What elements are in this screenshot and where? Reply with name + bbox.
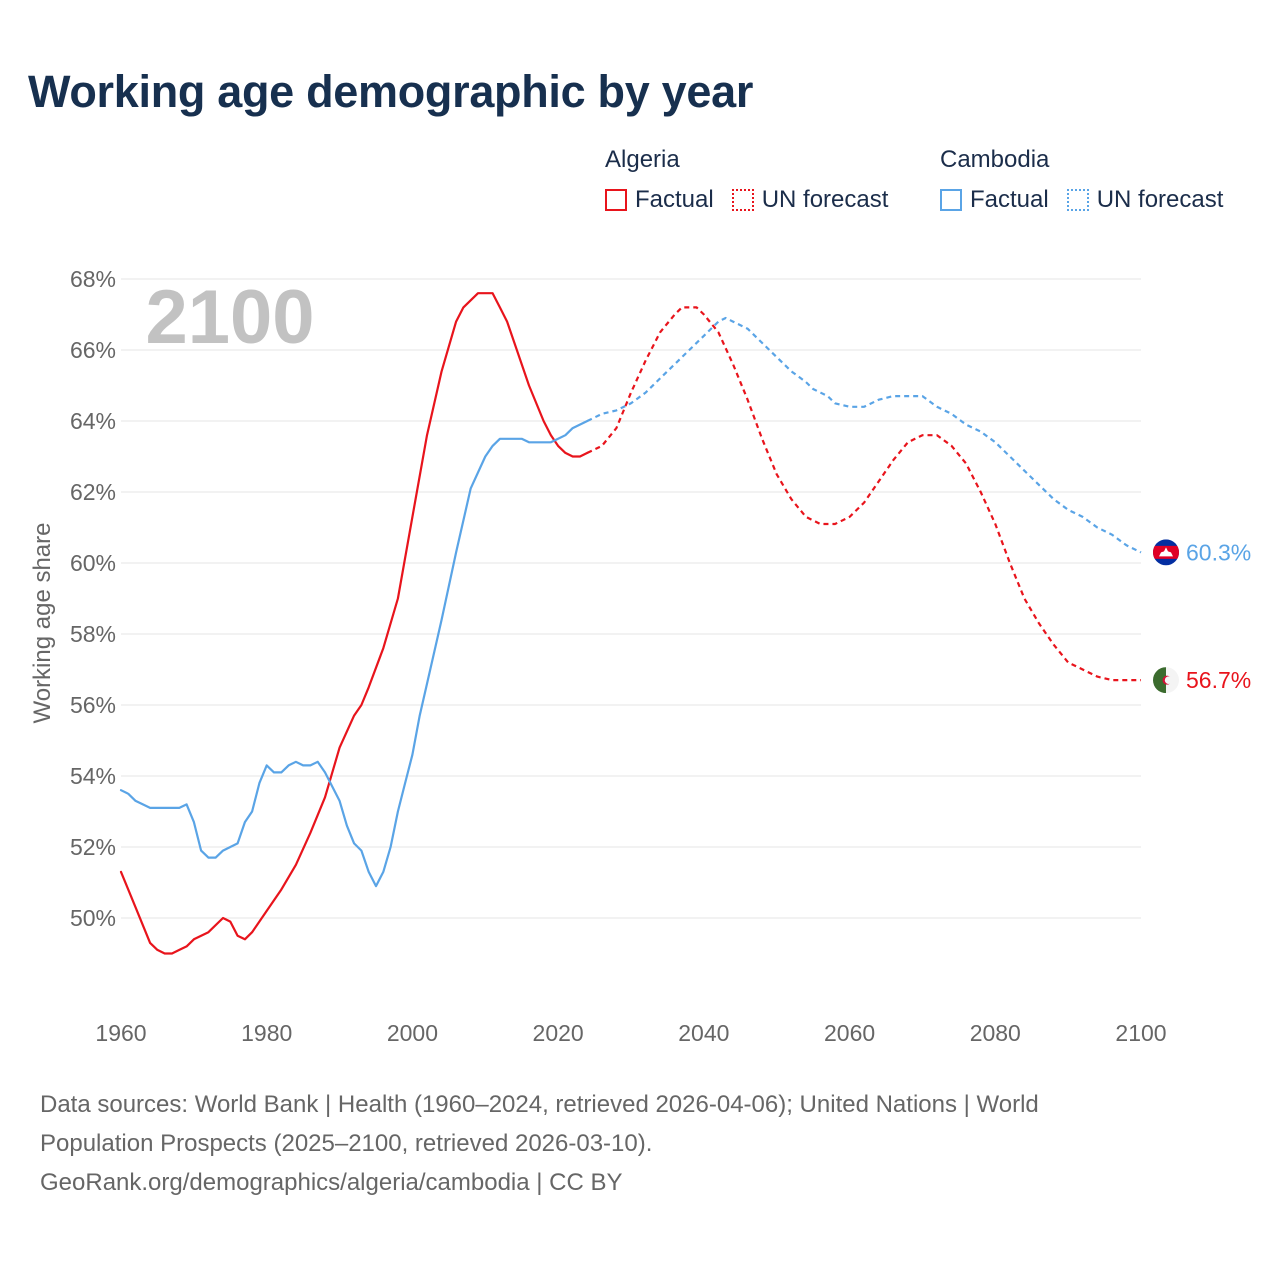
legend-group-name: Algeria bbox=[605, 146, 680, 173]
legend-group-name: Cambodia bbox=[940, 146, 1050, 173]
end-labels: 60.3% 56.7% bbox=[1153, 539, 1251, 694]
x-tick-label: 2040 bbox=[678, 1020, 729, 1046]
series-cambodia-forecast bbox=[586, 316, 1142, 554]
series-algeria-factual bbox=[119, 292, 589, 955]
y-tick-label: 60% bbox=[70, 550, 116, 576]
x-tick-label: 1980 bbox=[241, 1020, 292, 1046]
data-sources: Data sources: World Bank | Health (1960–… bbox=[40, 1085, 1240, 1202]
line-chart: 2100 50% 52% 54% 56% 58% 60% 62% 64% 66% 68% 1960… bbox=[29, 266, 1251, 1046]
series-algeria-forecast bbox=[586, 306, 1141, 682]
sources-line-2: Population Prospects (2025–2100, retriev… bbox=[40, 1130, 653, 1157]
y-axis-ticks: 50% 52% 54% 56% 58% 60% 62% 64% 66% 68% bbox=[70, 266, 116, 931]
series-lines bbox=[119, 292, 1142, 955]
y-tick-label: 52% bbox=[70, 834, 116, 860]
y-tick-label: 62% bbox=[70, 479, 116, 505]
y-tick-label: 64% bbox=[70, 408, 116, 434]
sources-line-3: GeoRank.org/demographics/algeria/cambodi… bbox=[40, 1169, 623, 1196]
y-tick-label: 50% bbox=[70, 905, 116, 931]
legend-group-cambodia: Cambodia Factual UN forecast bbox=[940, 144, 1241, 214]
legend-item-algeria-forecast[interactable]: UN forecast bbox=[731, 186, 889, 214]
legend-swatch-algeria-forecast bbox=[731, 189, 754, 211]
legend-item-algeria-factual[interactable]: Factual bbox=[605, 186, 714, 214]
chart-title: Working age demographic by year bbox=[28, 66, 754, 117]
legend-swatch-cambodia-factual bbox=[940, 189, 962, 211]
legend-item-cambodia-forecast[interactable]: UN forecast bbox=[1066, 186, 1224, 214]
x-tick-label: 2060 bbox=[824, 1020, 875, 1046]
sources-line-1: Data sources: World Bank | Health (1960–… bbox=[40, 1091, 1039, 1118]
legend-swatch-cambodia-forecast bbox=[1066, 189, 1089, 211]
x-tick-label: 1960 bbox=[95, 1020, 146, 1046]
x-tick-label: 2020 bbox=[533, 1020, 584, 1046]
x-tick-label: 2080 bbox=[970, 1020, 1021, 1046]
legend-group-algeria: Algeria Factual UN forecast bbox=[605, 144, 906, 214]
legend-label: UN forecast bbox=[761, 186, 889, 213]
end-label-algeria: 56.7% bbox=[1186, 667, 1251, 693]
cambodia-flag-icon bbox=[1153, 539, 1179, 566]
y-tick-label: 56% bbox=[70, 692, 116, 718]
x-tick-label: 2000 bbox=[387, 1020, 438, 1046]
x-tick-label: 2100 bbox=[1115, 1020, 1166, 1046]
legend-item-cambodia-factual[interactable]: Factual bbox=[940, 186, 1049, 214]
legend-label: UN forecast bbox=[1096, 186, 1224, 213]
y-tick-label: 54% bbox=[70, 763, 116, 789]
y-axis-label: Working age share bbox=[29, 523, 56, 724]
y-tick-label: 58% bbox=[70, 621, 116, 647]
y-tick-label: 66% bbox=[70, 337, 116, 363]
series-cambodia-factual bbox=[119, 419, 589, 888]
legend-label: Factual bbox=[635, 186, 714, 213]
legend-swatch-algeria-factual bbox=[605, 189, 627, 211]
year-overlay: 2100 bbox=[145, 275, 314, 360]
gridlines bbox=[121, 278, 1141, 919]
legend-label: Factual bbox=[970, 186, 1049, 213]
y-tick-label: 68% bbox=[70, 266, 116, 292]
x-axis-ticks: 1960 1980 2000 2020 2040 2060 2080 2100 bbox=[95, 1020, 1166, 1046]
end-label-cambodia: 60.3% bbox=[1186, 539, 1251, 565]
algeria-flag-icon bbox=[1153, 667, 1179, 694]
